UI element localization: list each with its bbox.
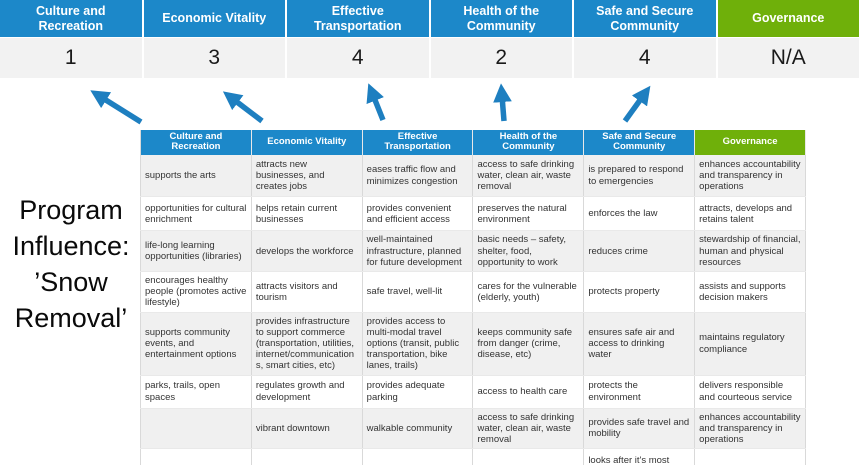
matrix-cell: assists and supports decision makers xyxy=(694,271,806,313)
summary-header-governance: Governance xyxy=(717,0,859,37)
program-title-line: Program xyxy=(19,195,123,225)
matrix-header-culture-and-recreation: Culture and Recreation xyxy=(140,130,252,155)
matrix-row-8: looks after it's most vulnerable xyxy=(140,448,806,465)
matrix-header-safe-and-secure-community: Safe and Secure Community xyxy=(583,130,696,155)
program-influence-title: Program Influence: ’Snow Removal’ xyxy=(1,192,141,336)
matrix-cell: enhances accountability and transparency… xyxy=(694,408,806,450)
matrix-cell xyxy=(472,448,585,465)
summary-header-culture-and-recreation: Culture and Recreation xyxy=(0,0,142,37)
matrix-header-governance: Governance xyxy=(694,130,806,155)
matrix-row-3: life-long learning opportunities (librar… xyxy=(140,230,806,272)
matrix-cell: supports the arts xyxy=(140,154,252,198)
matrix-header-health-of-the-community: Health of the Community xyxy=(472,130,585,155)
summary-value-health-of-the-community: 2 xyxy=(430,38,572,78)
matrix-cell-highlighted: looks after it's most vulnerable xyxy=(583,448,696,465)
summary-column-governance: Governance N/A xyxy=(717,0,859,78)
matrix-row-5: supports community events, and entertain… xyxy=(140,312,806,376)
matrix-cell-highlighted: provides infrastructure to support comme… xyxy=(251,312,363,376)
arrow-icon-2 xyxy=(222,91,264,124)
matrix-cell: provides adequate parking xyxy=(362,375,474,409)
matrix-cell: access to safe drinking water, clean air… xyxy=(472,408,585,450)
matrix-cell-highlighted: basic needs – safety, shelter, food, opp… xyxy=(472,230,585,272)
matrix-cell-highlighted: parks, trails, open spaces xyxy=(140,375,252,409)
matrix-cell: opportunities for cultural enrichment xyxy=(140,196,252,232)
matrix-header-row: Culture and Recreation Economic Vitality E… xyxy=(140,130,806,155)
summary-column-culture-and-recreation: Culture and Recreation 1 xyxy=(0,0,142,78)
matrix-cell-highlighted: safe travel, well-lit xyxy=(362,271,474,313)
matrix-cell-highlighted: helps retain current businesses xyxy=(251,196,363,232)
matrix-cell: protects the environment xyxy=(583,375,696,409)
matrix-cell: stewardship of financial, human and phys… xyxy=(694,230,806,272)
matrix-cell-highlighted: provides access to multi-modal travel op… xyxy=(362,312,474,376)
arrow-icon-5 xyxy=(622,85,651,123)
summary-value-safe-and-secure-community: 4 xyxy=(574,38,716,78)
summary-header-safe-and-secure-community: Safe and Secure Community xyxy=(574,0,716,37)
matrix-cell-highlighted: protects property xyxy=(583,271,696,313)
matrix-header-economic-vitality: Economic Vitality xyxy=(251,130,363,155)
summary-column-health-of-the-community: Health of the Community 2 xyxy=(430,0,572,78)
summary-header-economic-vitality: Economic Vitality xyxy=(143,0,285,37)
matrix-body: supports the arts attracts new businesses… xyxy=(140,154,806,465)
matrix-cell: attracts, develops and retains talent xyxy=(694,196,806,232)
matrix-cell-highlighted: provides convenient and efficient access xyxy=(362,196,474,232)
program-title-line: ’Snow xyxy=(34,267,108,297)
matrix-cell-highlighted: eases traffic flow and minimizes congest… xyxy=(362,154,474,198)
matrix-cell: attracts visitors and tourism xyxy=(251,271,363,313)
summary-column-economic-vitality: Economic Vitality 3 xyxy=(143,0,285,78)
summary-value-culture-and-recreation: 1 xyxy=(0,38,142,78)
arrow-icon-1 xyxy=(90,90,143,125)
matrix-row-7: vibrant downtown walkable community access… xyxy=(140,408,806,450)
matrix-cell-highlighted: keeps community safe from danger (crime,… xyxy=(472,312,585,376)
matrix-cell: access to safe drinking water, clean air… xyxy=(472,154,585,198)
matrix-cell xyxy=(694,448,806,465)
summary-column-safe-and-secure-community: Safe and Secure Community 4 xyxy=(574,0,716,78)
matrix-cell-highlighted: cares for the vulnerable (elderly, youth… xyxy=(472,271,585,313)
matrix-cell xyxy=(140,448,252,465)
matrix-row-2: opportunities for cultural enrichment hel… xyxy=(140,196,806,232)
program-title-line: Influence: xyxy=(12,231,130,261)
matrix-header-effective-transportation: Effective Transportation xyxy=(362,130,474,155)
matrix-cell: enhances accountability and transparency… xyxy=(694,154,806,198)
matrix-cell: maintains regulatory compliance xyxy=(694,312,806,376)
matrix-cell-highlighted: provides safe travel and mobility xyxy=(583,408,696,450)
matrix-cell: delivers responsible and courteous servi… xyxy=(694,375,806,409)
matrix-cell: develops the workforce xyxy=(251,230,363,272)
matrix-cell xyxy=(251,448,363,465)
summary-value-governance: N/A xyxy=(717,38,859,78)
summary-header-health-of-the-community: Health of the Community xyxy=(430,0,572,37)
matrix-cell: life-long learning opportunities (librar… xyxy=(140,230,252,272)
matrix-cell xyxy=(362,448,474,465)
matrix-row-4: encourages healthy people (promotes acti… xyxy=(140,271,806,313)
matrix-cell: attracts new businesses, and creates job… xyxy=(251,154,363,198)
matrix-cell: reduces crime xyxy=(583,230,696,272)
influence-arrows xyxy=(90,83,651,125)
matrix-cell: well-maintained infrastructure, planned … xyxy=(362,230,474,272)
program-title-line: Removal’ xyxy=(14,303,128,333)
influence-matrix: Culture and Recreation Economic Vitality E… xyxy=(140,130,806,465)
summary-band: Culture and Recreation 1 Economic Vitality… xyxy=(0,0,859,78)
matrix-cell: preserves the natural environment xyxy=(472,196,585,232)
summary-header-effective-transportation: Effective Transportation xyxy=(287,0,429,37)
matrix-cell-highlighted: is prepared to respond to emergencies xyxy=(583,154,696,198)
matrix-cell: regulates growth and development xyxy=(251,375,363,409)
matrix-row-1: supports the arts attracts new businesses… xyxy=(140,154,806,198)
matrix-cell xyxy=(140,408,252,450)
matrix-cell: ensures safe air and access to drinking … xyxy=(583,312,696,376)
matrix-cell: vibrant downtown xyxy=(251,408,363,450)
matrix-cell: walkable community xyxy=(362,408,474,450)
matrix-cell: access to health care xyxy=(472,375,585,409)
summary-value-effective-transportation: 4 xyxy=(287,38,429,78)
summary-column-effective-transportation: Effective Transportation 4 xyxy=(287,0,429,78)
matrix-cell: encourages healthy people (promotes acti… xyxy=(140,271,252,313)
arrow-icon-4 xyxy=(493,83,512,122)
matrix-cell: supports community events, and entertain… xyxy=(140,312,252,376)
matrix-cell: enforces the law xyxy=(583,196,696,232)
summary-value-economic-vitality: 3 xyxy=(143,38,285,78)
arrow-icon-3 xyxy=(366,83,386,122)
matrix-row-6: parks, trails, open spaces regulates grow… xyxy=(140,375,806,409)
